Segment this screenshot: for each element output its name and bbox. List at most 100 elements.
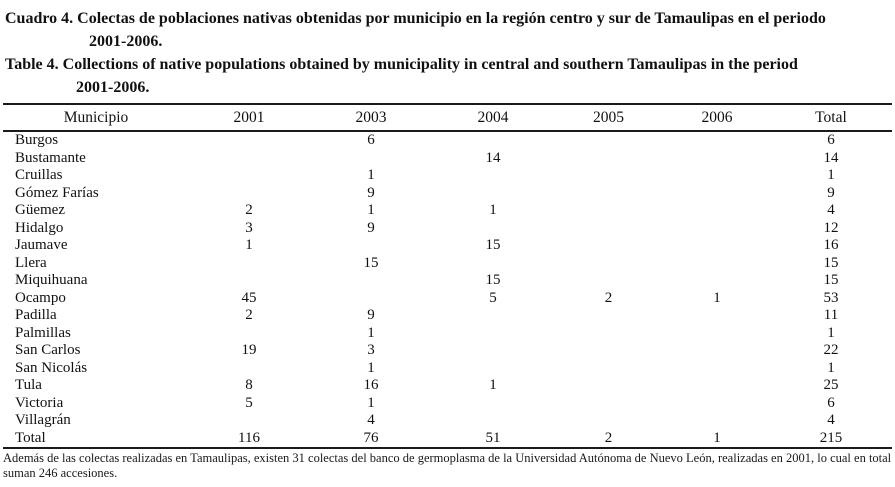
value-cell (553, 220, 664, 238)
value-cell (664, 150, 770, 168)
value-cell (553, 272, 664, 290)
value-cell (189, 325, 309, 343)
municipality-cell: Total (15, 429, 46, 446)
municipality-cell: Gómez Farías (15, 184, 99, 201)
table-row: San Carlos 19 3 22 (3, 342, 892, 360)
column-header-2006: 2006 (664, 104, 770, 132)
caption-es-continuation: 2001-2006. (89, 33, 163, 50)
value-cell (664, 325, 770, 343)
value-cell: 16 (823, 237, 839, 253)
value-cell: 1 (827, 324, 835, 341)
value-cell: 9 (367, 219, 375, 236)
table-row: Total 116 76 51 2 1 215 (3, 430, 892, 449)
value-cell: 2 (604, 429, 613, 446)
table-body: Burgos 6 6 Bustamante 14 14 Cruillas 1 1 (3, 131, 892, 448)
table-caption: Cuadro 4. Colectas de poblaciones nativa… (0, 0, 895, 99)
caption-es-main: Cuadro 4. Colectas de poblaciones nativa… (5, 10, 826, 27)
value-cell: 3 (245, 219, 253, 236)
value-cell: 1 (489, 202, 497, 218)
value-cell: 5 (245, 394, 253, 411)
value-cell: 15 (485, 237, 501, 253)
municipality-cell: Cruillas (15, 167, 63, 183)
value-cell (433, 167, 553, 185)
table-row: Güemez 2 1 1 4 (3, 202, 892, 220)
value-cell (553, 167, 664, 185)
value-cell: 19 (241, 342, 257, 358)
value-cell: 6 (367, 132, 375, 148)
municipality-cell: Burgos (15, 132, 59, 148)
value-cell (664, 202, 770, 220)
value-cell (189, 272, 309, 290)
column-header-total: Total (770, 104, 892, 132)
value-cell (664, 395, 770, 413)
value-cell: 6 (827, 132, 835, 148)
value-cell (553, 360, 664, 378)
value-cell (433, 412, 553, 430)
value-cell: 9 (827, 184, 835, 201)
value-cell: 9 (367, 184, 375, 201)
value-cell: 3 (367, 342, 375, 358)
value-cell: 4 (827, 412, 835, 428)
municipality-cell: San Carlos (15, 342, 81, 358)
value-cell (433, 307, 553, 325)
value-cell: 1 (367, 202, 375, 218)
value-cell: 1 (713, 289, 721, 306)
value-cell: 1 (489, 377, 497, 393)
value-cell: 1 (827, 167, 835, 183)
value-cell (664, 342, 770, 360)
value-cell (433, 360, 553, 378)
value-cell (433, 342, 553, 360)
table-row: Llera 15 15 (3, 255, 892, 273)
value-cell (309, 290, 433, 308)
value-cell (433, 325, 553, 343)
table-row: Tula 8 16 1 25 (3, 377, 892, 395)
value-cell: 45 (241, 289, 257, 306)
value-cell (553, 412, 664, 430)
table-row: Jaumave 1 15 16 (3, 237, 892, 255)
value-cell: 1 (367, 394, 375, 411)
value-cell (553, 185, 664, 203)
value-cell (189, 360, 309, 378)
value-cell: 1 (245, 237, 253, 253)
table-row: Hidalgo 3 9 12 (3, 220, 892, 238)
value-cell: 14 (823, 149, 839, 166)
column-header-2003: 2003 (309, 104, 433, 132)
value-cell (664, 237, 770, 255)
value-cell (189, 255, 309, 273)
table-row: Ocampo 45 5 2 1 53 (3, 290, 892, 308)
value-cell: 4 (827, 202, 835, 218)
table-row: Cruillas 1 1 (3, 167, 892, 185)
value-cell: 1 (713, 429, 721, 446)
value-cell (553, 325, 664, 343)
value-cell: 14 (485, 149, 501, 166)
municipality-cell: Victoria (15, 394, 64, 411)
municipality-cell: Güemez (15, 202, 65, 218)
value-cell: 11 (823, 307, 839, 323)
municipality-cell: Miquihuana (15, 272, 88, 288)
value-cell (309, 237, 433, 255)
municipality-cell: San Nicolás (15, 359, 88, 376)
value-cell: 5 (489, 289, 497, 306)
value-cell: 8 (245, 377, 253, 393)
value-cell: 1 (367, 324, 375, 341)
municipality-cell: Hidalgo (15, 219, 64, 236)
value-cell (553, 255, 664, 273)
value-cell (664, 167, 770, 185)
value-cell (433, 395, 553, 413)
table-row: San Nicolás 1 1 (3, 360, 892, 378)
value-cell (664, 220, 770, 238)
header-row: Municipio 2001 2003 2004 2005 2006 Total (3, 104, 892, 132)
municipality-cell: Villagrán (15, 412, 71, 428)
table-footnote: Además de las colectas realizadas en Tam… (3, 451, 892, 480)
value-cell: 15 (823, 254, 839, 271)
municipality-cell: Palmillas (15, 324, 71, 341)
value-cell: 2 (245, 202, 253, 218)
value-cell: 15 (823, 272, 839, 288)
caption-en-main: Table 4. Collections of native populatio… (5, 56, 798, 73)
column-header-2001: 2001 (189, 104, 309, 132)
value-cell (553, 307, 664, 325)
value-cell (664, 272, 770, 290)
value-cell: 12 (823, 219, 839, 236)
value-cell (189, 131, 309, 150)
value-cell: 2 (604, 289, 613, 306)
